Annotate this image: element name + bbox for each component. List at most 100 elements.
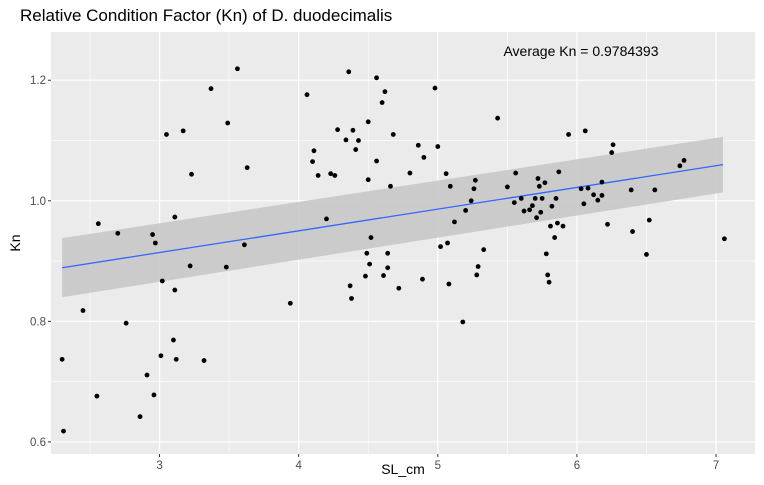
data-point <box>180 128 186 134</box>
data-point <box>591 192 597 198</box>
data-point <box>521 208 527 214</box>
data-point <box>374 158 379 164</box>
y-axis-ticks: 0.6 0.8 1.0 1.2 <box>30 75 51 449</box>
data-point <box>438 244 443 250</box>
data-point <box>538 209 544 215</box>
data-point <box>553 195 559 201</box>
data-point <box>385 250 391 256</box>
data-point <box>115 230 121 236</box>
data-point <box>585 185 591 191</box>
data-point <box>61 428 66 434</box>
data-point <box>137 414 143 420</box>
data-point <box>201 358 207 363</box>
data-point <box>346 69 352 75</box>
data-point <box>368 235 374 240</box>
data-point <box>311 148 317 154</box>
data-point <box>677 163 683 169</box>
data-point <box>610 142 616 148</box>
x-tick-label: 5 <box>435 460 441 472</box>
data-point <box>172 287 178 293</box>
data-point <box>511 200 517 206</box>
data-point <box>363 273 368 279</box>
average-kn-annotation: Average Kn = 0.9784393 <box>503 43 658 59</box>
data-point <box>545 272 551 278</box>
data-point <box>539 195 545 201</box>
data-point <box>518 195 524 201</box>
data-point <box>367 261 373 267</box>
data-point <box>315 173 321 178</box>
y-axis-title: Kn <box>7 234 23 251</box>
data-point <box>123 320 129 326</box>
data-point <box>532 195 538 201</box>
data-point <box>578 186 584 192</box>
data-point <box>332 173 338 178</box>
x-tick-label: 4 <box>295 460 302 472</box>
data-point <box>349 296 354 301</box>
data-point <box>235 66 240 72</box>
data-point <box>681 158 687 163</box>
data-point <box>287 300 293 306</box>
data-point <box>223 264 229 270</box>
y-tick-label: 1.2 <box>30 75 46 87</box>
data-point <box>385 265 391 271</box>
data-point <box>556 169 562 175</box>
data-point <box>536 183 542 189</box>
data-point <box>356 138 361 143</box>
data-point <box>59 356 65 362</box>
data-point <box>535 176 541 181</box>
data-point <box>304 92 310 98</box>
data-point <box>343 137 349 143</box>
data-point <box>529 203 535 209</box>
data-point <box>172 214 178 220</box>
data-point <box>158 353 164 359</box>
chart-title: Relative Condition Factor (Kn) of D. duo… <box>20 6 393 25</box>
data-point <box>164 132 169 137</box>
data-point <box>347 283 353 289</box>
data-point <box>241 242 247 248</box>
x-axis-ticks: 3 4 5 6 7 <box>156 454 719 472</box>
data-point <box>80 308 86 313</box>
data-point <box>542 180 548 186</box>
x-tick-label: 6 <box>574 460 580 472</box>
data-point <box>187 263 193 269</box>
data-point <box>644 252 649 257</box>
y-tick-label: 0.6 <box>30 437 46 449</box>
x-axis-title: SL_cm <box>381 461 425 477</box>
data-point <box>365 119 371 125</box>
data-point <box>472 177 478 183</box>
data-point <box>460 319 466 325</box>
data-point <box>159 278 165 284</box>
data-point <box>471 186 477 192</box>
data-point <box>353 147 359 152</box>
data-point <box>552 235 558 240</box>
data-point <box>504 184 510 190</box>
data-point <box>407 170 413 176</box>
data-point <box>443 171 449 177</box>
data-point <box>628 187 634 193</box>
data-points <box>59 66 727 434</box>
data-point <box>560 223 566 229</box>
data-point <box>152 240 158 246</box>
data-point <box>150 232 155 237</box>
trend-line <box>62 163 724 269</box>
data-point <box>328 171 334 177</box>
data-point <box>445 240 450 246</box>
data-point <box>546 279 552 285</box>
data-point <box>513 170 519 176</box>
data-point <box>452 219 457 225</box>
data-point <box>95 221 101 227</box>
data-point <box>481 247 487 253</box>
data-point <box>171 337 176 343</box>
data-point <box>468 198 474 204</box>
confidence-band <box>62 136 724 298</box>
x-tick-label: 3 <box>156 460 162 472</box>
data-point <box>381 273 386 278</box>
data-point <box>475 264 481 269</box>
data-point <box>446 281 452 287</box>
data-point <box>379 100 385 105</box>
data-point <box>151 392 157 398</box>
data-point <box>543 251 549 257</box>
data-point <box>388 183 393 189</box>
data-point <box>421 154 427 160</box>
data-point <box>595 197 601 203</box>
